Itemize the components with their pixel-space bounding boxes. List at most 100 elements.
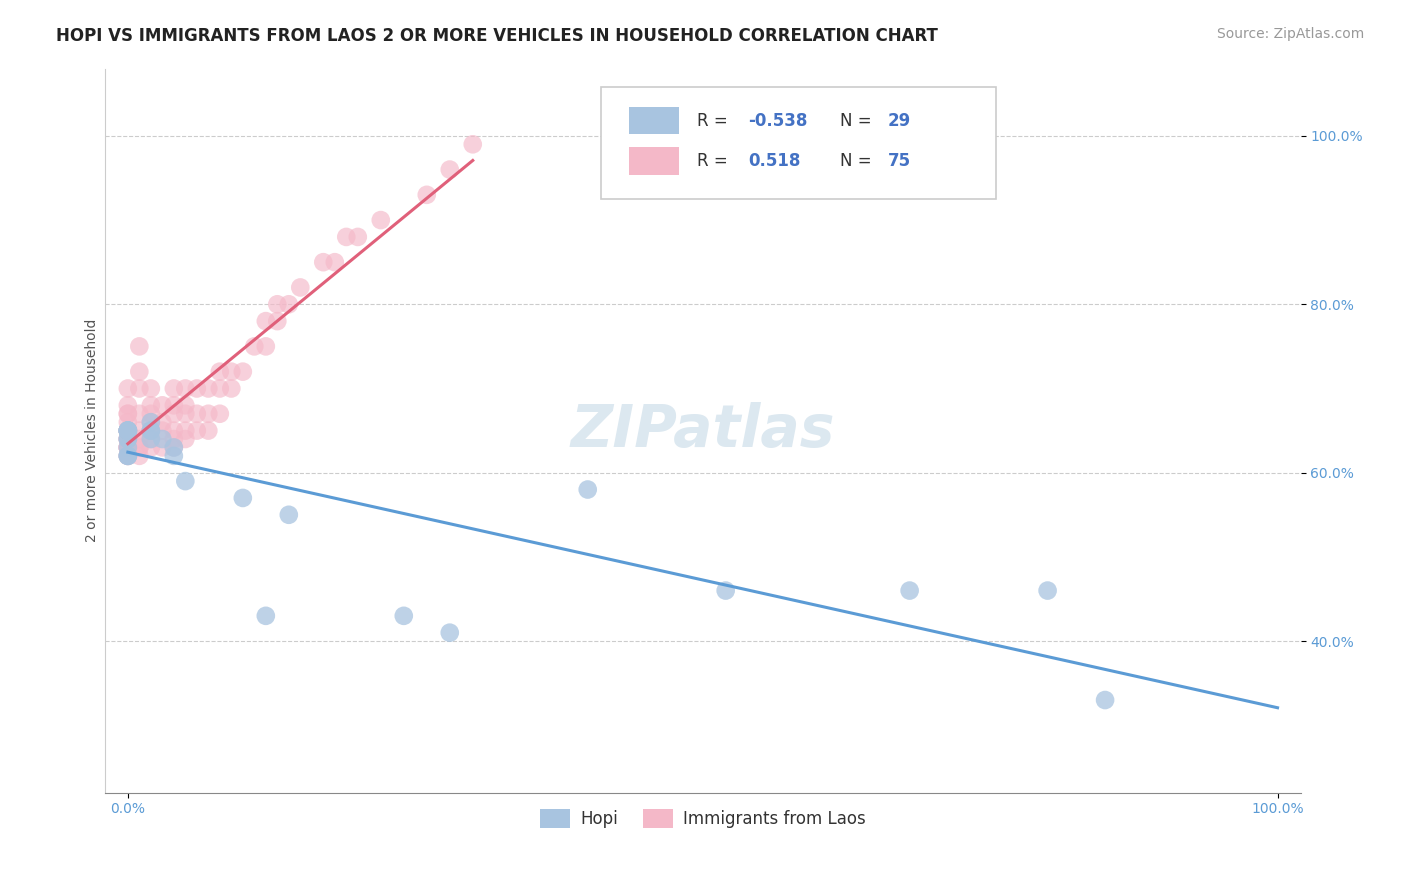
Point [117,441,139,455]
Point [208,365,231,379]
Point [117,441,139,455]
Point [290,280,312,294]
Text: 0.518: 0.518 [748,153,800,170]
Point [117,449,139,463]
Point [117,441,139,455]
Point [139,398,162,412]
Point [277,508,299,522]
Point [128,432,150,446]
Point [186,382,208,396]
Text: ZIPatlas: ZIPatlas [571,402,835,459]
Point [117,432,139,446]
Point [117,424,139,438]
Point [117,432,139,446]
Point [370,213,392,227]
Point [139,424,162,438]
Point [117,449,139,463]
Point [335,230,357,244]
Point [117,432,139,446]
Text: 75: 75 [889,153,911,170]
Point [117,424,139,438]
Point [139,407,162,421]
Bar [628,147,679,175]
Point [163,424,186,438]
Point [117,424,139,438]
Point [117,424,139,438]
Bar [628,107,679,135]
Point [128,449,150,463]
Point [139,424,162,438]
Point [208,382,231,396]
Point [150,432,173,446]
Point [117,441,139,455]
Point [117,382,139,396]
Point [117,449,139,463]
Point [128,382,150,396]
Point [163,441,186,455]
Point [186,407,208,421]
Point [174,407,197,421]
Point [139,432,162,446]
Point [139,432,162,446]
Legend: Hopi, Immigrants from Laos: Hopi, Immigrants from Laos [533,803,872,835]
Text: 29: 29 [889,112,911,129]
Point [461,137,484,152]
FancyBboxPatch shape [600,87,995,199]
Text: R =: R = [697,153,738,170]
Point [117,398,139,412]
Point [128,407,150,421]
Point [117,424,139,438]
Point [416,187,439,202]
Point [232,365,254,379]
Point [1094,693,1116,707]
Point [139,415,162,429]
Text: HOPI VS IMMIGRANTS FROM LAOS 2 OR MORE VEHICLES IN HOUSEHOLD CORRELATION CHART: HOPI VS IMMIGRANTS FROM LAOS 2 OR MORE V… [56,27,938,45]
Point [232,491,254,505]
Y-axis label: 2 or more Vehicles in Household: 2 or more Vehicles in Household [86,319,100,542]
Point [117,424,139,438]
Point [163,398,186,412]
Point [197,382,219,396]
Text: -0.538: -0.538 [748,112,807,129]
Point [439,625,461,640]
Point [186,424,208,438]
Point [323,255,346,269]
Point [576,483,599,497]
Point [254,339,277,353]
Point [174,382,197,396]
Point [117,424,139,438]
Point [117,407,139,421]
Point [174,474,197,488]
Point [898,583,921,598]
Point [139,382,162,396]
Point [117,441,139,455]
Point [346,230,368,244]
Point [266,297,288,311]
Text: N =: N = [841,112,877,129]
Point [1036,583,1059,598]
Point [221,365,243,379]
Point [174,398,197,412]
Point [197,407,219,421]
Point [128,339,150,353]
Point [254,314,277,328]
Point [174,432,197,446]
Point [150,424,173,438]
Point [312,255,335,269]
Point [163,432,186,446]
Point [128,441,150,455]
Point [277,297,299,311]
Point [139,441,162,455]
Point [163,441,186,455]
Point [117,407,139,421]
Point [128,441,150,455]
Text: Source: ZipAtlas.com: Source: ZipAtlas.com [1216,27,1364,41]
Point [163,382,186,396]
Point [197,424,219,438]
Point [221,382,243,396]
Point [392,608,415,623]
Point [117,449,139,463]
Point [128,424,150,438]
Point [714,583,737,598]
Point [163,407,186,421]
